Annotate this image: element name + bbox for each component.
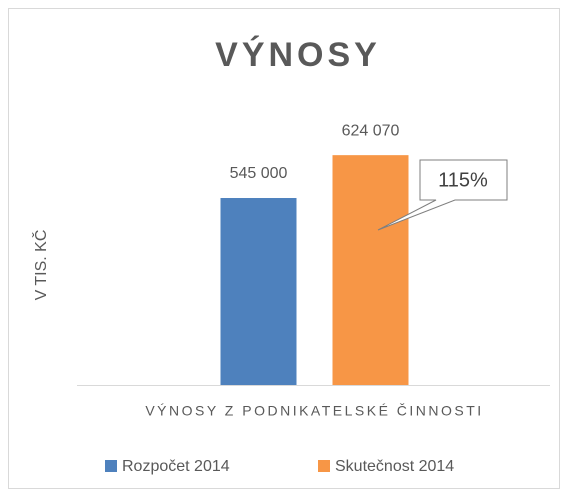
legend-label: Skutečnost 2014	[335, 458, 454, 475]
legend-swatch	[318, 460, 330, 472]
bar	[220, 198, 297, 385]
callout-box	[377, 159, 508, 231]
legend-swatch	[105, 460, 117, 472]
x-tick-label: VÝNOSY Z PODNIKATELSKÉ ČINNOSTI	[145, 403, 483, 419]
y-axis-title: V TIS. KČ	[31, 230, 50, 301]
value-label: 545 000	[230, 165, 288, 182]
bar	[332, 155, 409, 385]
value-label: 624 070	[342, 122, 400, 139]
annotation: 115%	[438, 169, 488, 191]
legend-label: Rozpočet 2014	[122, 458, 230, 475]
chart-title: VÝNOSY	[215, 36, 381, 74]
